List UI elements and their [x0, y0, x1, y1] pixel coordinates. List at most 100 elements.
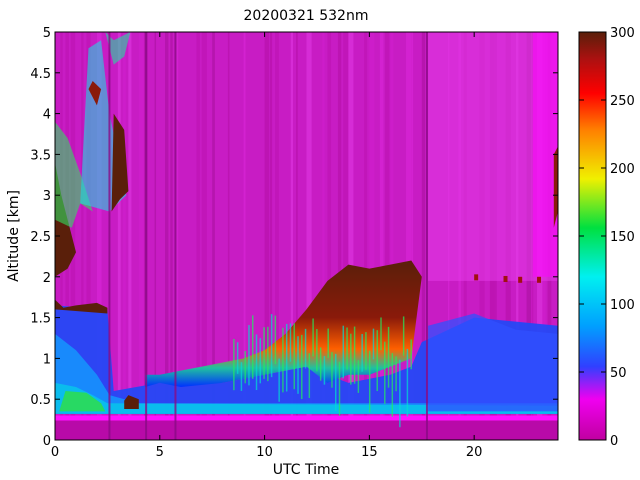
- cloud-streak: [342, 325, 345, 379]
- cloud-streak: [361, 334, 363, 372]
- cloud-streak: [327, 328, 329, 358]
- profile-streak: [243, 32, 246, 440]
- cloud-streak: [402, 316, 405, 356]
- aerosol-layer: [428, 313, 558, 412]
- profile-streak: [322, 32, 325, 440]
- profile-streak: [269, 32, 273, 440]
- profile-streak: [86, 32, 91, 440]
- colorbar-tick-label: 150: [610, 230, 635, 245]
- heatmap-image: [55, 32, 558, 440]
- colorbar-axis: 0 50 100 150 200 250 300: [579, 26, 635, 449]
- cloud-streak: [368, 350, 371, 413]
- cloud-streak: [289, 323, 292, 362]
- cloud-streak: [270, 314, 273, 378]
- profile-streak: [123, 32, 126, 440]
- profile-streak: [154, 32, 157, 440]
- y-tick-label: 1.5: [30, 312, 51, 327]
- y-tick-label: 5: [43, 26, 51, 41]
- profile-streak: [96, 32, 102, 440]
- profile-streak: [385, 32, 390, 440]
- cloud-streak: [259, 338, 262, 384]
- high-cloud-edge: [105, 32, 131, 65]
- cloud-streak: [357, 360, 360, 393]
- x-tick-label: 20: [466, 445, 483, 460]
- cloud-streak: [285, 323, 288, 392]
- cloud-streak: [338, 361, 341, 416]
- x-tick-label: 5: [156, 445, 164, 460]
- low-cloud: [124, 395, 139, 409]
- x-axis: 0 5 10 15 20: [51, 32, 483, 460]
- cloud-fragment: [503, 275, 508, 282]
- profile-streak: [201, 32, 207, 440]
- cloud-streak: [308, 353, 311, 398]
- profile-streak: [343, 32, 349, 440]
- profile-streak: [175, 32, 179, 440]
- data-gap: [108, 32, 111, 440]
- profile-streak: [138, 32, 144, 440]
- profile-streak: [264, 32, 270, 440]
- cloud-streak: [387, 326, 390, 388]
- y-axis-label: Altitude [km]: [6, 190, 22, 282]
- profile-streak: [369, 32, 375, 440]
- cloud-streak: [304, 328, 307, 369]
- low-cloud: [55, 299, 108, 314]
- y-tick-label: 4.5: [30, 67, 51, 82]
- cloud-streak: [274, 315, 277, 365]
- x-tick-label: 15: [361, 445, 378, 460]
- cloud-streak: [240, 362, 243, 391]
- cloud-streak: [236, 342, 239, 374]
- y-tick-label: 0.5: [30, 393, 51, 408]
- cloud-streak: [263, 327, 265, 379]
- overlap-region: [55, 415, 558, 421]
- colorbar-tick-label: 100: [610, 298, 635, 313]
- x-tick-label: 0: [51, 445, 59, 460]
- cloud-streak: [395, 356, 397, 392]
- profile-streak: [421, 32, 426, 440]
- cloud-streak: [255, 334, 258, 391]
- chart-title: 20200321 532nm: [244, 8, 369, 24]
- profile-streak: [296, 32, 298, 440]
- profile-streak: [117, 32, 121, 440]
- profile-streak: [364, 32, 368, 440]
- profile-streak: [165, 32, 169, 440]
- profile-streak: [275, 32, 279, 440]
- cloud-streak: [233, 338, 235, 391]
- cloud-streak: [312, 318, 314, 357]
- cloud-streak: [391, 353, 394, 417]
- profile-streak: [227, 32, 230, 440]
- cloud-streak: [372, 328, 375, 360]
- profile-streak: [327, 32, 332, 440]
- cloud-fragment: [537, 276, 542, 283]
- cloud-streak: [316, 329, 318, 372]
- colorbar-tick-label: 50: [610, 366, 627, 381]
- high-cloud: [553, 146, 558, 228]
- cloud-streak: [380, 317, 382, 351]
- profile-streak: [196, 32, 200, 440]
- cloud-streak: [278, 358, 280, 402]
- cloud-streak: [335, 353, 337, 412]
- data-gap: [174, 32, 177, 440]
- profile-streak: [379, 32, 384, 440]
- profile-streak: [348, 32, 354, 440]
- cloud-streak: [406, 348, 409, 417]
- y-tick-label: 1: [43, 352, 51, 367]
- x-tick-label: 10: [256, 445, 273, 460]
- cloud-streak: [293, 323, 295, 390]
- low-cloud: [145, 260, 422, 387]
- high-cloud: [111, 113, 129, 212]
- profile-streak: [170, 32, 173, 440]
- cloud-streak: [248, 325, 250, 386]
- cloud-streak: [399, 359, 401, 428]
- cloud-streak: [244, 351, 246, 384]
- colorbar-tick-label: 250: [610, 94, 635, 109]
- profile-streak: [411, 32, 414, 440]
- cloud-streak: [353, 326, 356, 384]
- cloud-streak: [384, 341, 386, 404]
- cloud-streak: [267, 326, 269, 382]
- profile-streak: [128, 32, 132, 440]
- cloud-streak: [297, 336, 299, 394]
- cloud-streak: [301, 334, 303, 400]
- y-tick-label: 0: [43, 434, 51, 449]
- colorbar-tick-label: 300: [610, 26, 635, 41]
- profile-streak: [406, 32, 412, 440]
